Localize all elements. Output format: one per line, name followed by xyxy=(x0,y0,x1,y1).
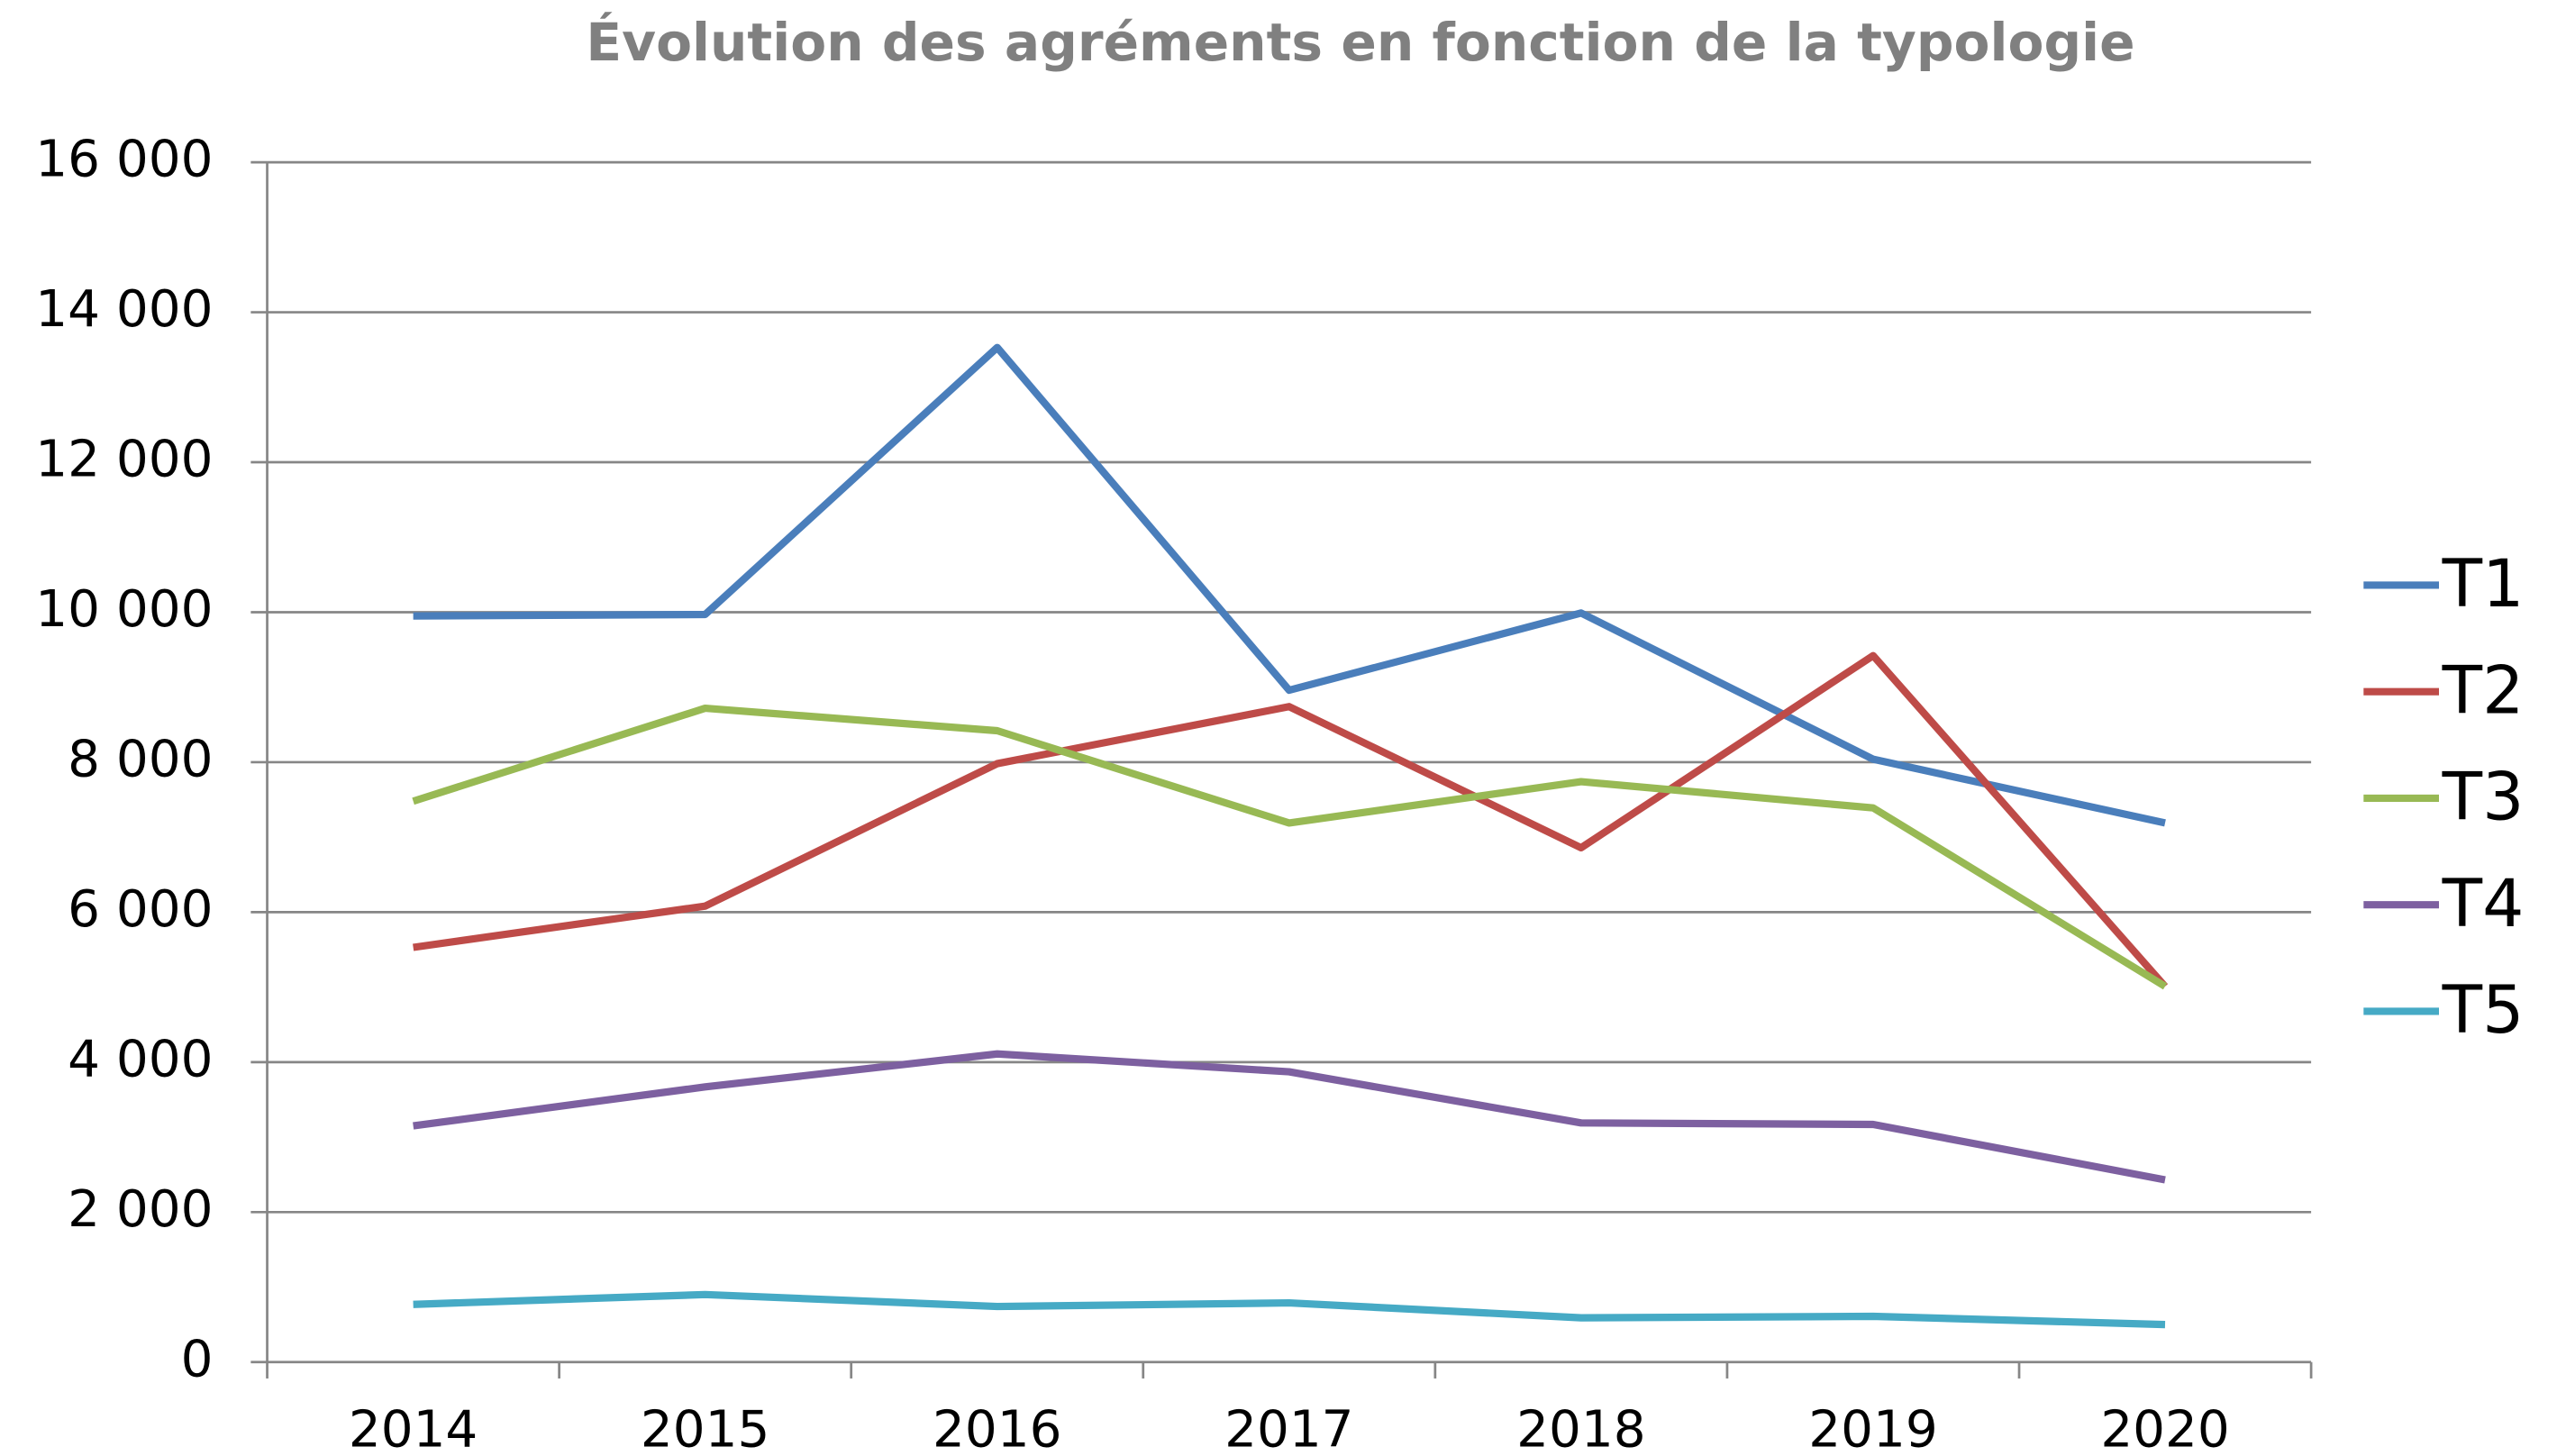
line-series xyxy=(413,1050,2166,1184)
y-tick-label: 12 000 xyxy=(35,431,213,489)
x-tick-label: 2019 xyxy=(1808,1401,1937,1456)
y-tick-label: 8 000 xyxy=(68,731,213,789)
x-tick-label: 2017 xyxy=(1224,1401,1353,1456)
y-tick-label: 2 000 xyxy=(68,1180,213,1239)
line-series xyxy=(413,343,2166,827)
legend-label: T4 xyxy=(2442,866,2525,942)
y-tick-label: 0 xyxy=(181,1330,214,1388)
y-tick-label: 16 000 xyxy=(35,131,213,189)
line-series xyxy=(413,1290,2166,1329)
y-tick-label: 10 000 xyxy=(35,580,213,639)
x-tick-label: 2015 xyxy=(641,1401,769,1456)
legend-label: T3 xyxy=(2442,760,2525,836)
chart-title: Évolution des agréments en fonction de l… xyxy=(586,11,2134,73)
y-tick-label: 6 000 xyxy=(68,880,213,939)
line-series xyxy=(413,651,2169,989)
x-tick-label: 2018 xyxy=(1516,1401,1645,1456)
legend-label: T1 xyxy=(2442,546,2525,623)
y-tick-label: 14 000 xyxy=(35,280,213,339)
legend-label: T5 xyxy=(2442,972,2525,1049)
y-tick-label: 4 000 xyxy=(68,1030,213,1088)
legend-label: T2 xyxy=(2442,652,2525,729)
x-tick-label: 2016 xyxy=(933,1401,1061,1456)
line-series xyxy=(412,704,2168,990)
x-tick-label: 2020 xyxy=(2100,1401,2229,1456)
x-tick-label: 2014 xyxy=(349,1401,478,1456)
